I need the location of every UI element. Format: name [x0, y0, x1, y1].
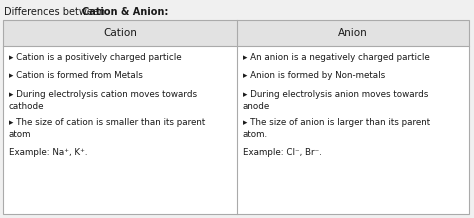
Text: Cation & Anion:: Cation & Anion:	[82, 7, 168, 17]
Text: ▸ Anion is formed by Non-metals: ▸ Anion is formed by Non-metals	[243, 72, 385, 80]
Text: Example: Cl⁻, Br⁻.: Example: Cl⁻, Br⁻.	[243, 148, 322, 157]
Text: ▸ Cation is formed from Metals: ▸ Cation is formed from Metals	[9, 72, 143, 80]
Text: ▸ During electrolysis cation moves towards
cathode: ▸ During electrolysis cation moves towar…	[9, 90, 197, 111]
Text: ▸ During electrolysis anion moves towards
anode: ▸ During electrolysis anion moves toward…	[243, 90, 428, 111]
Bar	[3, 20, 469, 214]
Text: Example: Na⁺, K⁺.: Example: Na⁺, K⁺.	[9, 148, 88, 157]
Text: Cation: Cation	[103, 28, 137, 38]
Text: Differences between: Differences between	[4, 7, 108, 17]
Bar	[3, 20, 469, 214]
Text: ▸ An anion is a negatively charged particle: ▸ An anion is a negatively charged parti…	[243, 53, 430, 62]
Text: ▸ The size of anion is larger than its parent
atom.: ▸ The size of anion is larger than its p…	[243, 118, 430, 139]
Bar	[3, 20, 469, 46]
Text: ▸ Cation is a positively charged particle: ▸ Cation is a positively charged particl…	[9, 53, 182, 62]
Text: ▸ The size of cation is smaller than its parent
atom: ▸ The size of cation is smaller than its…	[9, 118, 205, 139]
Text: Anion: Anion	[338, 28, 368, 38]
